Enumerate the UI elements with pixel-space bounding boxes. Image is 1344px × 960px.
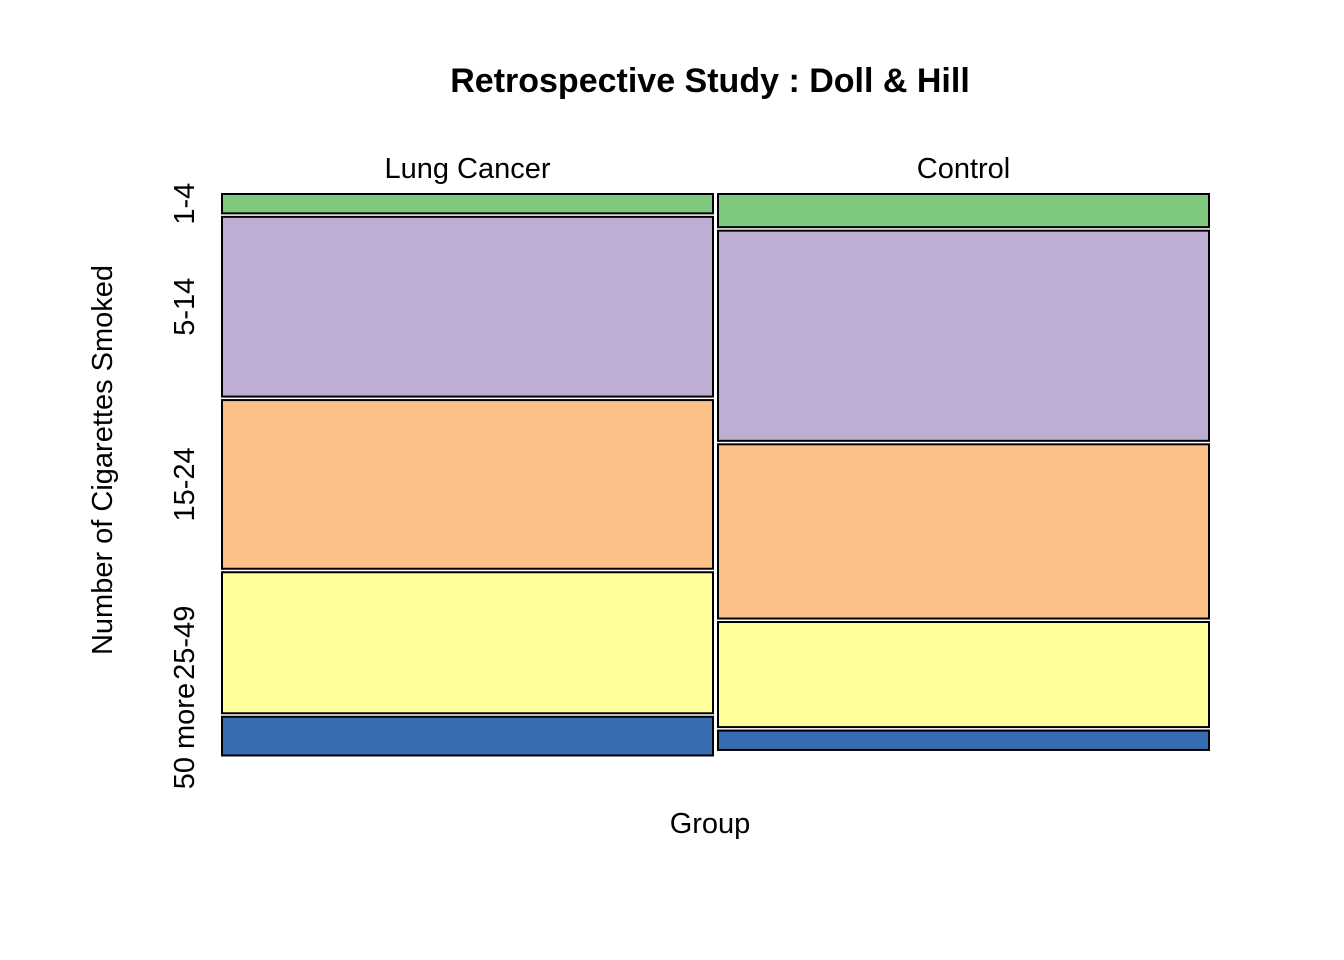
tile-control-50-more: [717, 729, 1210, 751]
group-labels: Lung Cancer Control: [384, 153, 1010, 185]
category-label-50-more: 50 more: [169, 683, 201, 789]
group-label-control: Control: [917, 153, 1011, 185]
x-axis-label: Group: [670, 808, 751, 840]
category-label-15-24: 15-24: [169, 447, 201, 521]
tile-lung-cancer-25-49: [221, 571, 714, 715]
tile-control-25-49: [717, 621, 1210, 729]
tile-control-1-4: [717, 193, 1210, 229]
category-label-25-49: 25-49: [169, 606, 201, 680]
tile-lung-cancer-50-more: [221, 715, 714, 757]
category-label-5-14: 5-14: [169, 278, 201, 336]
tile-lung-cancer-5-14: [221, 215, 714, 398]
tile-control-15-24: [717, 443, 1210, 620]
category-label-1-4: 1-4: [169, 183, 201, 225]
group-label-lung-cancer: Lung Cancer: [384, 153, 550, 185]
tile-control-5-14: [717, 229, 1210, 442]
tile-lung-cancer-1-4: [221, 193, 714, 215]
mosaic-tiles: [221, 193, 1210, 757]
chart-title: Retrospective Study : Doll & Hill: [450, 62, 970, 100]
y-axis-label: Number of Cigarettes Smoked: [87, 265, 119, 655]
tile-lung-cancer-15-24: [221, 399, 714, 570]
